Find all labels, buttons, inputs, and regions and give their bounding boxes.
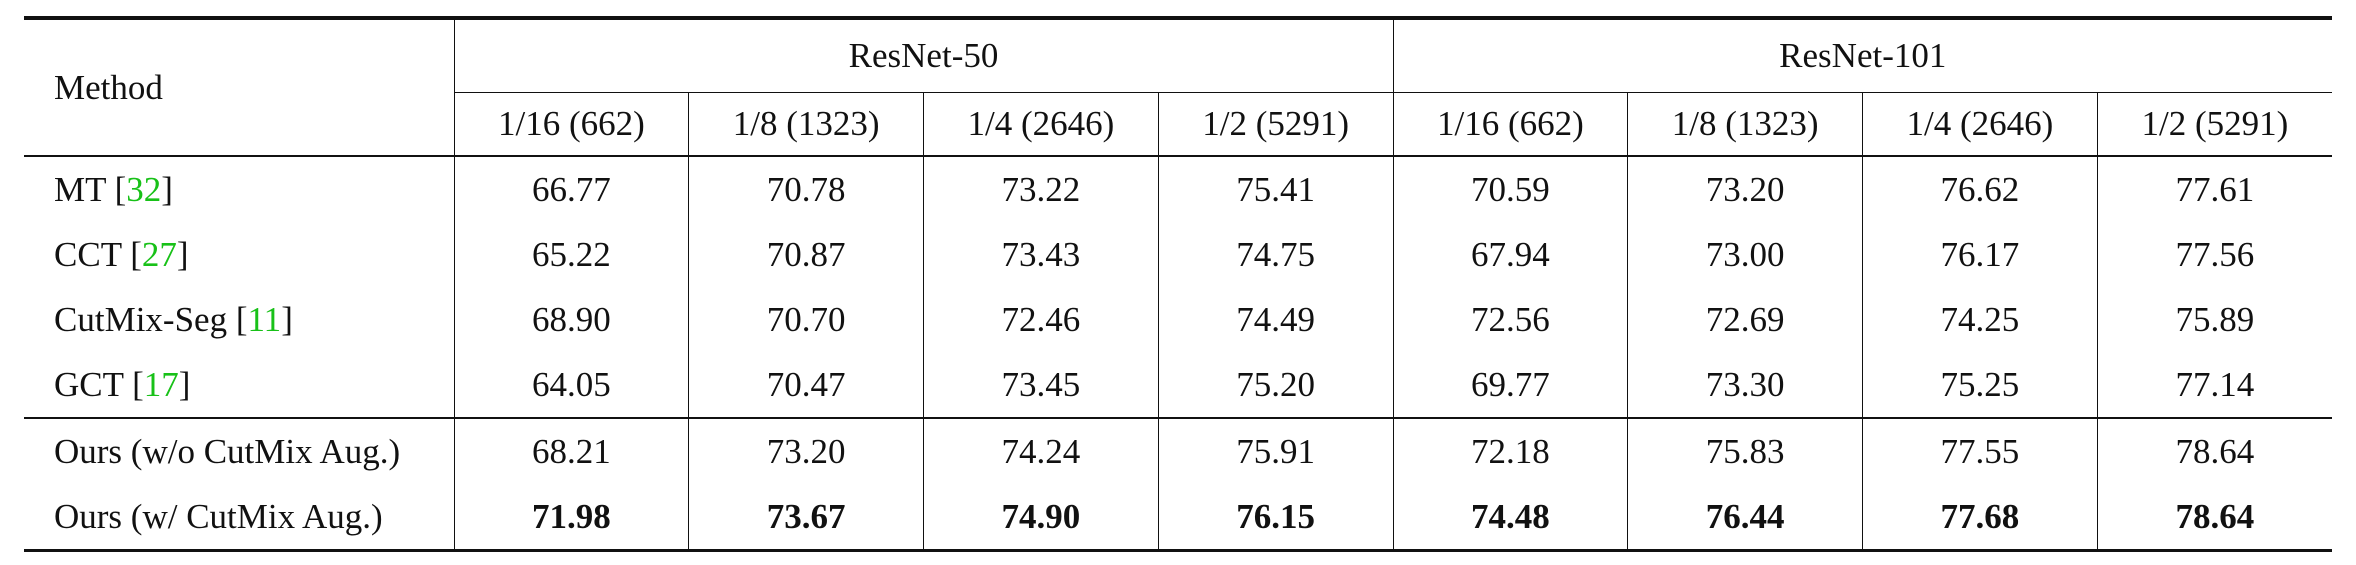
value-cell: 77.68 [1862,484,2098,552]
value-cell: 70.78 [688,155,924,222]
results-table-body: MT [32] 66.77 70.78 73.22 75.41 70.59 73.20 76.… [24,155,2333,552]
value-cell: 74.49 [1157,287,1394,352]
table-row: CCT [27] 65.22 70.87 73.43 74.75 67.94 73.00 76… [24,222,2333,287]
method-name: CutMix-Seg [54,299,236,339]
citation-link[interactable]: 32 [126,169,162,209]
citation-bracket: ] [281,299,293,339]
citation-link[interactable]: 17 [143,364,179,404]
value-cell: 73.00 [1627,222,1863,287]
value-cell: 74.24 [923,417,1159,484]
value-cell: 74.75 [1157,222,1394,287]
method-column-header: Method [24,16,454,156]
method-name: Ours (w/o CutMix Aug.) [54,431,401,471]
value-cell: 78.64 [2096,417,2333,484]
value-cell: 75.89 [2096,287,2333,352]
value-cell: 73.20 [688,417,924,484]
value-cell: 75.83 [1627,417,1863,484]
value-cell: 67.94 [1392,222,1628,287]
value-cell: 72.56 [1392,287,1628,352]
table-row: Ours (w/o CutMix Aug.) 68.21 73.20 74.24 75.… [24,417,2333,484]
method-name: GCT [54,364,133,404]
method-name-cell: GCT [17] [24,352,454,418]
split-header: 1/2 (5291) [1157,92,1394,156]
value-cell: 66.77 [453,155,689,222]
split-header: 1/16 (662) [1392,92,1628,156]
citation-bracket: ] [161,169,173,209]
value-cell: 73.30 [1627,352,1863,418]
value-cell: 73.43 [923,222,1159,287]
split-header: 1/16 (662) [453,92,689,156]
table-row: CutMix-Seg [11] 68.90 70.70 72.46 74.49 72.56… [24,287,2333,352]
value-cell: 69.77 [1392,352,1628,418]
value-cell: 70.70 [688,287,924,352]
method-name: Ours (w/ CutMix Aug.) [54,496,383,536]
citation-bracket: [ [130,234,142,274]
method-name-cell: CCT [27] [24,222,454,287]
value-cell: 75.20 [1157,352,1394,418]
method-name: MT [54,169,115,209]
citation-bracket: [ [235,299,248,339]
value-cell: 70.59 [1392,155,1628,222]
value-cell: 76.62 [1862,155,2098,222]
value-cell: 76.15 [1157,484,1394,552]
value-cell: 72.46 [923,287,1159,352]
value-cell: 72.69 [1627,287,1863,352]
table-row: MT [32] 66.77 70.78 73.22 75.41 70.59 73.20 76.… [24,155,2333,222]
value-cell: 65.22 [453,222,689,287]
value-cell: 76.44 [1627,484,1863,552]
value-cell: 75.25 [1862,352,2098,418]
value-cell: 75.91 [1157,417,1394,484]
citation-link[interactable]: 27 [141,234,177,274]
value-cell: 73.22 [923,155,1159,222]
method-name-cell: CutMix-Seg [11] [24,287,454,352]
split-header: 1/4 (2646) [923,92,1159,156]
value-cell: 71.98 [453,484,689,552]
value-cell: 78.64 [2096,484,2333,552]
value-cell: 74.25 [1862,287,2098,352]
table-row: Ours (w/ CutMix Aug.) 71.98 73.67 74.90 76.1… [24,484,2333,552]
value-cell: 68.21 [453,417,689,484]
split-header: 1/2 (5291) [2096,92,2333,156]
citation-bracket: [ [114,169,127,209]
citation-bracket: ] [178,364,191,404]
method-name: CCT [54,234,131,274]
value-cell: 74.90 [923,484,1159,552]
value-cell: 73.45 [923,352,1159,418]
value-cell: 68.90 [453,287,689,352]
split-header: 1/8 (1323) [1627,92,1863,156]
value-cell: 77.14 [2096,352,2333,418]
results-table-container: Method ResNet-50 ResNet-101 1/16 (662) 1… [24,16,2333,552]
results-table: Method ResNet-50 ResNet-101 1/16 (662) 1… [24,16,2333,552]
citation-link[interactable]: 11 [247,299,282,339]
value-cell: 77.55 [1862,417,2098,484]
method-name-cell: Ours (w/o CutMix Aug.) [24,417,454,484]
value-cell: 72.18 [1392,417,1628,484]
method-name-cell: Ours (w/ CutMix Aug.) [24,484,454,552]
value-cell: 77.56 [2096,222,2333,287]
split-header: 1/8 (1323) [688,92,924,156]
value-cell: 76.17 [1862,222,2098,287]
value-cell: 70.47 [688,352,924,418]
value-cell: 77.61 [2096,155,2333,222]
value-cell: 73.20 [1627,155,1863,222]
value-cell: 70.87 [688,222,924,287]
split-header: 1/4 (2646) [1862,92,2098,156]
group-header-resnet50: ResNet-50 [453,16,1394,93]
group-header-resnet101: ResNet-101 [1392,16,2333,93]
table-row: GCT [17] 64.05 70.47 73.45 75.20 69.77 73.30 75… [24,352,2333,418]
citation-bracket: [ [132,364,144,404]
value-cell: 64.05 [453,352,689,418]
value-cell: 73.67 [688,484,924,552]
method-name-cell: MT [32] [24,155,454,222]
value-cell: 75.41 [1157,155,1394,222]
citation-bracket: ] [176,234,189,274]
value-cell: 74.48 [1392,484,1628,552]
